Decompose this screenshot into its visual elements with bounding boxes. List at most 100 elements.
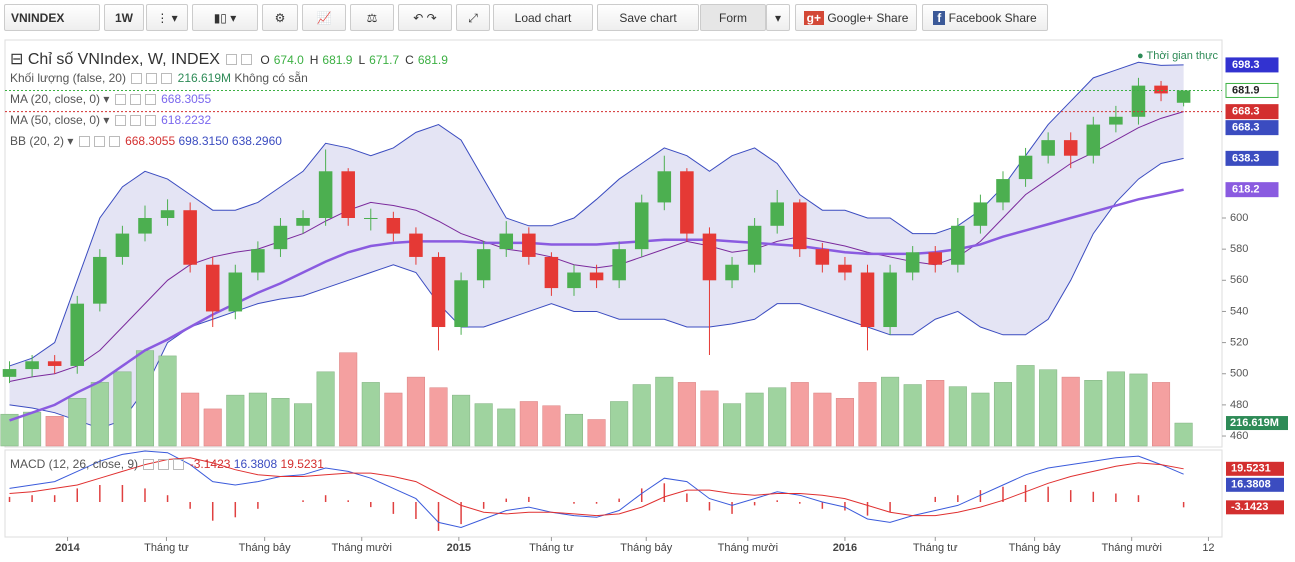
ohlc-value: 674.0 [273,53,304,67]
volume-bar [677,382,696,447]
candle-body [386,218,401,234]
volume-bar [203,408,222,447]
volume-bar [429,387,448,447]
volume-bar [723,403,742,447]
candle-body [273,225,288,250]
volume-bar [226,394,245,447]
legend-icon [143,459,155,471]
volume-legend: Khối lượng (false, 20) 216.619M Không có… [10,71,308,85]
volume-bar [768,387,787,447]
band-upper [9,61,1184,367]
candle-body [589,272,604,281]
ohlc-value: 681.9 [322,53,353,67]
volume-bar [497,408,516,447]
form-menu[interactable]: ▾ [766,4,790,31]
price-label-box [1225,150,1279,166]
interval[interactable]: 1W [104,4,144,31]
volume-bar [158,355,177,447]
volume-bar [113,371,132,447]
volume-bar [858,382,877,447]
x-tick-label: 2014 [55,542,80,554]
macd-label: -3.1423 [1231,501,1268,513]
volume-bar [384,392,403,447]
y-tick-label: 500 [1230,368,1248,380]
x-tick-label: Tháng bảy [1009,542,1061,554]
chart-style[interactable]: ▮▯ ▾ [192,4,258,31]
volume-bar [655,376,674,447]
candle-body [499,233,514,250]
candle-body [1131,85,1146,117]
google-share[interactable]: g+ Google+ Share [795,4,917,31]
volume-bar [181,392,200,447]
volume-bar [135,350,155,447]
macd-hist-value: -3.1423 [189,457,231,471]
legend-icon [108,136,120,148]
candle-body [747,225,762,265]
form[interactable]: Form [700,4,766,31]
legend-icon [241,54,253,66]
candle-body [70,303,85,366]
volume-bar [519,401,538,447]
ohlc-key: H [309,53,319,67]
candle-body [160,210,175,219]
price-label-box [1225,104,1279,120]
fullscreen[interactable]: ⤢ [456,4,490,31]
candle-body [138,218,152,234]
x-tick-label: Tháng mười [332,542,392,554]
candle-body [296,218,310,226]
macd-label-box [1226,500,1284,515]
volume-bar [1084,380,1103,447]
save-chart[interactable]: Save chart [597,4,699,31]
volume-bar [452,394,471,447]
volume-bar [993,382,1013,447]
volume-label: 216.619M [1230,417,1279,429]
price-label: 698.3 [1232,59,1260,71]
y-tick-label: 520 [1230,336,1248,348]
macd-label-box [1226,477,1284,492]
legend-icon [146,73,158,85]
price-label: 681.9 [1232,84,1260,96]
x-tick-label: Tháng tư [529,542,574,554]
price-label-box [1225,182,1279,198]
candle-body [657,171,672,203]
y-tick-label: 480 [1230,399,1248,411]
settings[interactable]: ⚙ [262,4,298,31]
interval-menu[interactable]: ⋮ ▾ [146,4,188,31]
ma20-value: 668.3055 [161,92,212,106]
macd-name: MACD (12, 26, close, 9) [10,457,139,471]
x-tick-label: Tháng bảy [239,542,291,554]
volume-note: Không có sẵn [234,71,308,85]
y-tick-label: 460 [1230,430,1248,442]
symbol-box[interactable]: VNINDEX [4,4,100,31]
candle-body [815,249,830,265]
ma-line [9,188,1184,422]
volume-label-box [1226,416,1288,431]
ma50-legend: MA (50, close, 0) ▾ 618.2232 [10,113,212,127]
facebook-share[interactable]: f Facebook Share [922,4,1048,31]
load-chart[interactable]: Load chart [493,4,593,31]
x-tick-label: 12 [1202,542,1214,554]
volume-bar [361,382,380,447]
candle-body [409,233,423,257]
candle-body [725,264,739,281]
legend-icon [93,136,105,148]
ma50-name: MA (50, close, 0) [10,113,101,127]
volume-bar [68,398,87,447]
bb-legend: BB (20, 2) ▾ 668.3055 698.3150 638.2960 [10,134,282,148]
undo-redo[interactable]: ↶ ↷ [398,4,452,31]
realtime: ● Thời gian thực [1137,50,1218,62]
x-tick-label: Tháng mười [718,542,778,554]
indicators[interactable]: 📈 [302,4,346,31]
macd-label: 19.5231 [1231,463,1271,475]
volume-bar [316,371,335,447]
compare[interactable]: ⚖ [350,4,394,31]
volume-bar [1061,376,1080,447]
legend-icon [114,115,126,127]
legend-icon [144,115,156,127]
ma50-value: 618.2232 [161,113,212,127]
ohlc-key: C [405,53,414,67]
candle-body [905,252,920,273]
candle-body [431,256,446,328]
candle-body [951,225,965,265]
candle-body [364,218,378,220]
